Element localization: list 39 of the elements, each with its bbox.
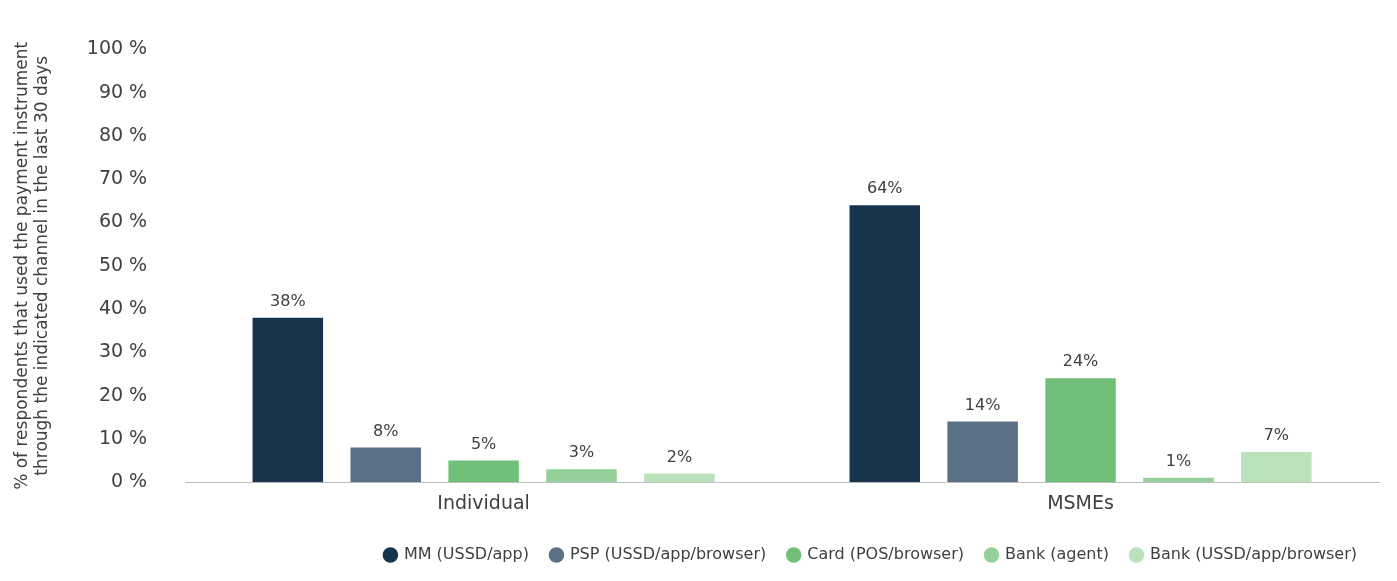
- bar: [1143, 477, 1214, 483]
- data-label: 1%: [1165, 451, 1192, 471]
- bar: [947, 421, 1018, 483]
- bar: [546, 469, 617, 483]
- y-tick-label: 30 %: [98, 339, 148, 362]
- y-tick-label: 80 %: [98, 122, 148, 145]
- data-label: 5%: [470, 433, 497, 453]
- data-label: 64%: [866, 178, 903, 198]
- data-label: 3%: [568, 442, 595, 462]
- y-tick-label: 20 %: [98, 382, 148, 405]
- y-tick-label: 50 %: [98, 252, 148, 275]
- data-label: 24%: [1062, 351, 1099, 371]
- data-label: 7%: [1263, 425, 1290, 445]
- y-tick-label: 10 %: [98, 425, 148, 448]
- bar: [448, 460, 519, 483]
- bar: [1045, 378, 1116, 483]
- y-tick-label: 60 %: [98, 209, 148, 232]
- x-tick-label: Individual: [437, 490, 530, 513]
- data-label: 38%: [270, 290, 306, 310]
- bar: [1241, 451, 1312, 483]
- bar: [849, 205, 920, 483]
- legend-label: Card (POS/browser): [807, 544, 965, 564]
- legend-label: Bank (agent): [1005, 544, 1109, 564]
- bar: [350, 447, 421, 483]
- legend-label: PSP (USSD/app/browser): [569, 544, 767, 564]
- y-tick-label: 70 %: [98, 166, 148, 189]
- data-label: 8%: [373, 420, 399, 440]
- x-tick-label: MSMEs: [1047, 490, 1114, 513]
- bar: [644, 473, 715, 483]
- y-tick-label: 90 %: [98, 79, 148, 102]
- data-label: 14%: [964, 394, 1001, 414]
- y-tick-label: 100 %: [86, 36, 148, 59]
- y-axis-title: % of respondents that used the payment instrument through the indicated channel in the last 30 days: [10, 41, 52, 490]
- y-tick-label: 0 %: [110, 469, 148, 492]
- legend-label: MM (USSD/app): [403, 544, 529, 564]
- y-tick-label: 40 %: [98, 296, 148, 319]
- legend-label: Bank (USSD/app/browser): [1149, 544, 1357, 564]
- bar: [252, 317, 324, 483]
- data-label: 2%: [666, 446, 693, 466]
